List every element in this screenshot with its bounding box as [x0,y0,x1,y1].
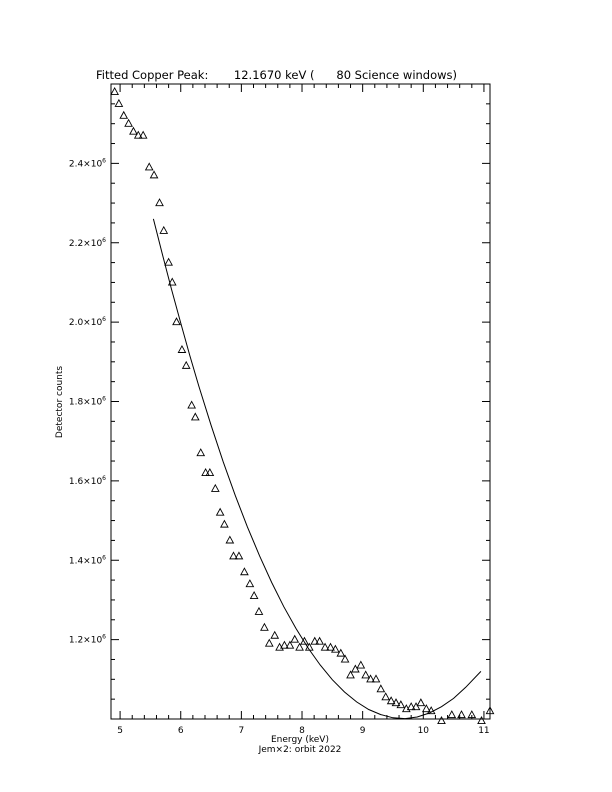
data-point-triangle [196,448,206,457]
data-point-triangle [285,640,295,649]
data-point-triangle [340,654,350,663]
data-point-triangle [129,126,138,135]
data-point-triangle [437,716,446,725]
data-point-triangle [190,412,200,421]
data-point-triangle [149,170,159,179]
data-point-triangle [225,535,235,544]
chart-subtitle: Jem×2: orbit 2022 [258,745,342,755]
y-tick-label: 1.8×106 [69,396,106,408]
y-tick-label: 2.2×106 [69,237,106,249]
x-axis-label: Energy (keV) [271,735,329,745]
data-point-triangle [477,716,486,725]
data-point-triangle [366,674,375,683]
data-point-triangle [326,642,335,651]
chart-title: Fitted Copper Peak: 12.1670 keV ( 80 Sci… [96,68,457,82]
data-point-triangle [416,698,426,707]
data-point-triangle [421,704,431,713]
data-point-triangle [240,567,249,576]
data-point-triangle [290,634,300,643]
data-point-triangle [177,344,187,353]
data-point-triangle [396,700,406,709]
data-point-triangle [346,670,355,679]
x-tick-label: 8 [299,726,305,736]
data-point-triangle [371,674,381,683]
data-point-triangle [124,118,133,127]
data-point-triangle [155,198,164,207]
data-point-triangle [201,467,210,476]
data-point-triangle [275,642,284,651]
data-point-triangle [245,579,255,588]
x-tick-label: 5 [117,726,123,736]
plot-frame [110,83,491,720]
y-tick-label: 1.6×106 [69,475,106,487]
data-point-triangle [215,507,225,516]
data-point-triangle [138,130,148,139]
data-point-triangle [187,400,197,409]
data-point-triangle [320,642,330,651]
y-axis-label: Detector counts [55,366,65,438]
data-point-triangle [210,483,220,492]
data-point-triangle [260,622,269,631]
data-point-triangle [406,702,416,711]
data-point-triangle [144,162,154,171]
y-tick-label: 2.4×106 [69,157,106,169]
data-point-triangle [457,710,466,719]
data-point-triangle [315,636,324,645]
data-point-triangle [386,696,396,705]
x-tick-label: 10 [418,726,430,736]
x-tick-label: 11 [478,726,489,736]
data-point-triangle [391,698,401,707]
x-tick-label: 9 [360,726,366,736]
y-tick-label: 2.0×106 [69,316,106,328]
data-point-triangle [270,630,280,639]
data-point-triangle [229,551,238,560]
data-point-triangle [381,692,391,701]
fit-curve-line [152,218,482,720]
y-tick-label: 1.2×106 [69,634,106,646]
data-point-triangle [172,317,181,326]
y-axis: 1.2×106 1.4×106 1.6×106 1.8×106 2.0×106 2.2×1… [69,83,490,700]
data-point-triangle [110,86,119,95]
data-point-triangle [159,225,169,234]
data-point-triangle [119,110,129,119]
data-point-triangle [351,664,360,673]
data-point-triangle [426,706,436,715]
data-point-triangle [181,360,191,369]
data-series [110,86,495,725]
data-point-triangle [331,644,340,653]
data-point-triangle [167,277,177,286]
x-tick-label: 7 [239,726,245,736]
data-point-triangle [300,636,309,645]
data-point-triangle [447,710,457,719]
data-point-triangle [336,648,346,657]
x-axis: 5 6 7 8 9 10 11 [117,84,490,736]
data-point-triangle [411,702,421,711]
y-tick-label: 1.4×106 [69,554,106,566]
data-point-triangle [467,710,477,719]
data-point-triangle [234,551,244,560]
data-point-triangle [254,606,264,615]
data-point-triangle [133,130,143,139]
data-point-triangle [376,684,386,693]
data-point-triangle [295,642,304,651]
x-tick-label: 6 [178,726,184,736]
data-point-triangle [280,640,289,649]
data-point-triangle [310,636,320,645]
data-point-triangle [361,670,371,679]
data-point-triangle [220,519,229,528]
data-point-triangle [485,706,495,715]
data-point-triangle [164,257,173,266]
data-point-triangle [114,98,124,107]
data-point-triangle [356,660,366,669]
data-point-triangle [205,467,215,476]
data-point-triangle [249,591,259,600]
data-point-triangle [264,638,274,647]
